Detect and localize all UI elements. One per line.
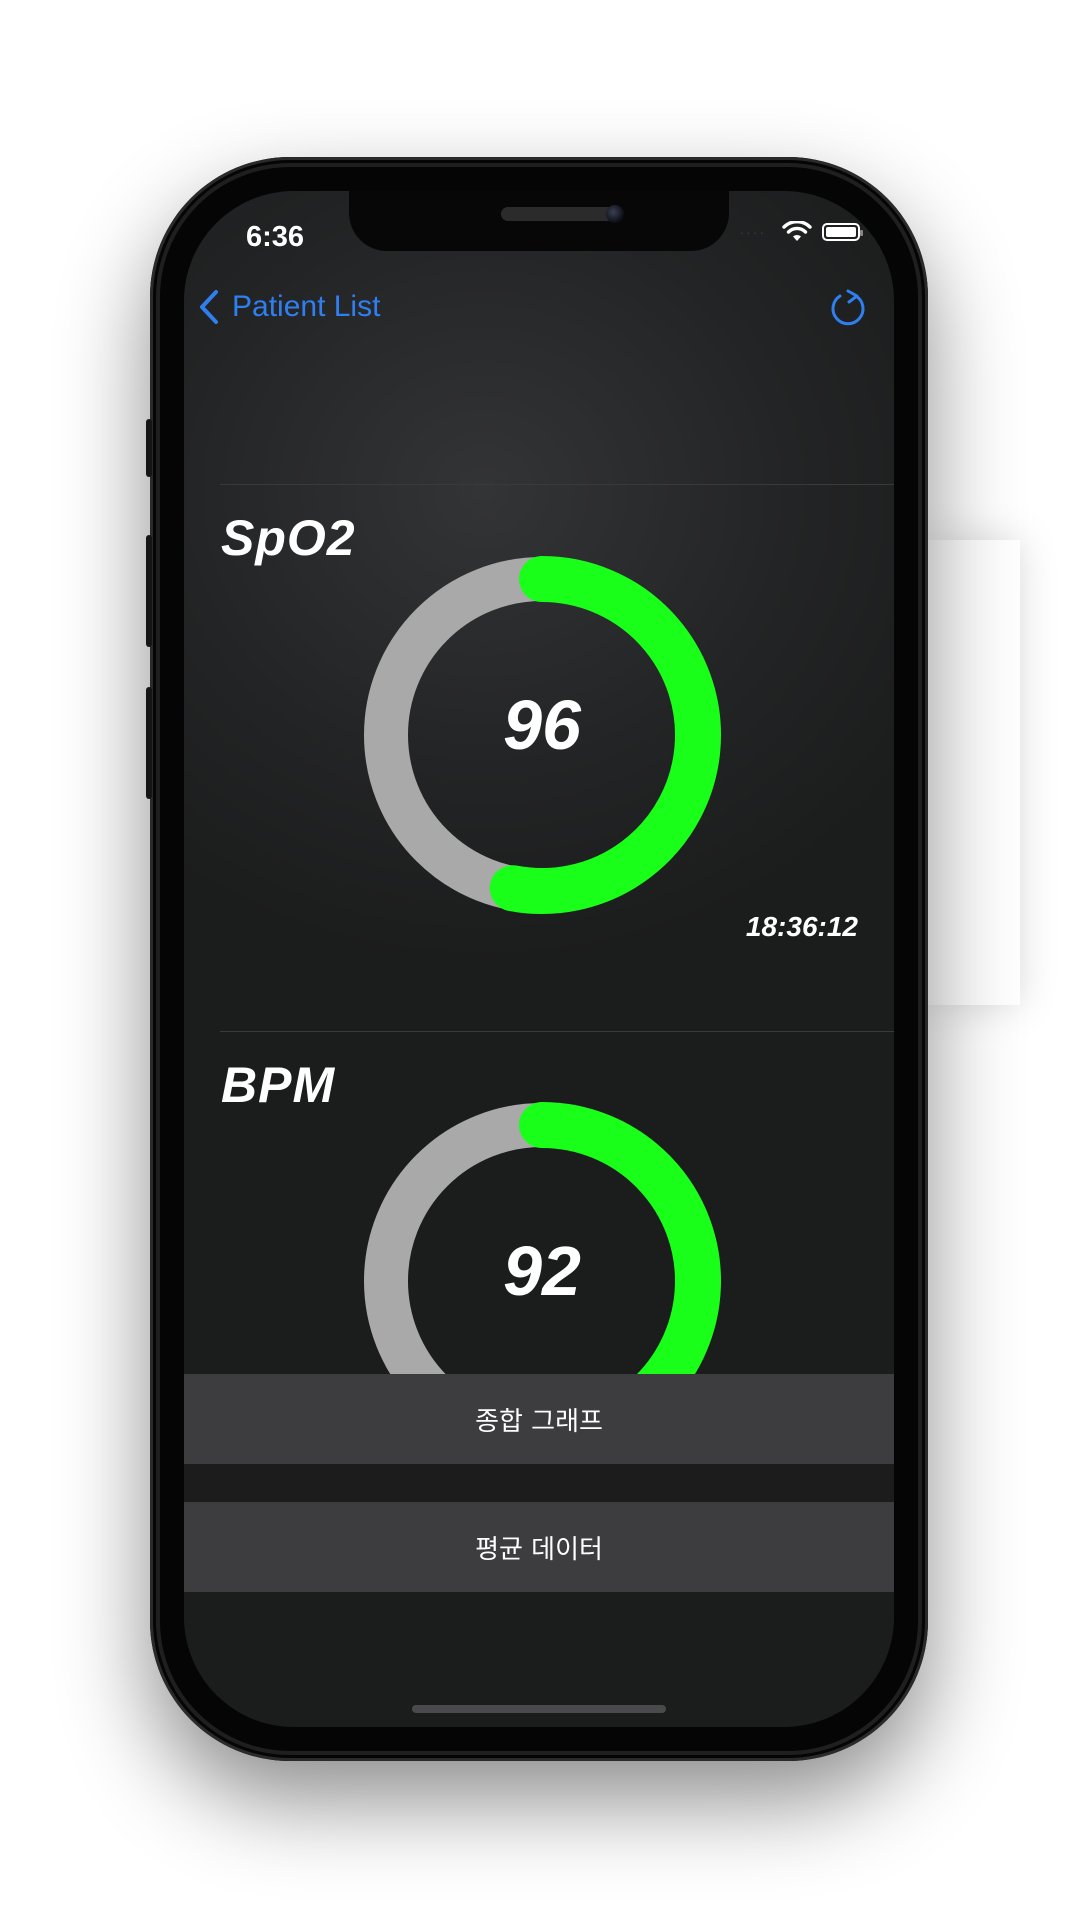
- phone-frame: 6:36 ···· Patient List SpO2: [146, 157, 928, 1761]
- notch: [349, 191, 729, 251]
- average-data-button[interactable]: 평균 데이터: [184, 1502, 894, 1592]
- back-label: Patient List: [232, 290, 381, 323]
- phone-band: [156, 163, 922, 1755]
- combined-graph-button[interactable]: 종합 그래프: [184, 1374, 894, 1464]
- app-screen: 6:36 ···· Patient List SpO2: [184, 191, 894, 1727]
- signal-dots: ····: [739, 224, 766, 240]
- battery-icon: [822, 223, 863, 241]
- section-divider: [220, 484, 894, 485]
- wifi-icon: [782, 221, 812, 241]
- volume-down-button: [146, 687, 152, 799]
- spo2-value: 96: [503, 686, 581, 764]
- section-divider: [220, 1031, 894, 1032]
- battery-level: [826, 227, 856, 237]
- front-camera: [606, 205, 624, 223]
- spo2-timestamp: 18:36:12: [745, 911, 858, 942]
- spo2-title: SpO2: [221, 510, 356, 566]
- combined-graph-label: 종합 그래프: [475, 1406, 603, 1437]
- spo2-gauge: [364, 556, 721, 914]
- average-data-label: 평균 데이터: [475, 1534, 603, 1565]
- status-icons: ····: [739, 221, 863, 243]
- earpiece: [501, 207, 619, 221]
- chevron-left-icon: [200, 290, 218, 324]
- background-card: [928, 540, 1020, 1005]
- spo2-gauge-fill: [489, 556, 721, 914]
- mute-switch: [146, 419, 152, 477]
- volume-up-button: [146, 535, 152, 647]
- refresh-icon[interactable]: [826, 287, 870, 331]
- back-button[interactable]: Patient List: [198, 289, 380, 325]
- bpm-title: BPM: [221, 1057, 336, 1113]
- home-indicator: [412, 1705, 666, 1713]
- button-gap: [184, 1464, 894, 1502]
- bpm-value: 92: [503, 1232, 581, 1310]
- status-time: 6:36: [246, 221, 305, 253]
